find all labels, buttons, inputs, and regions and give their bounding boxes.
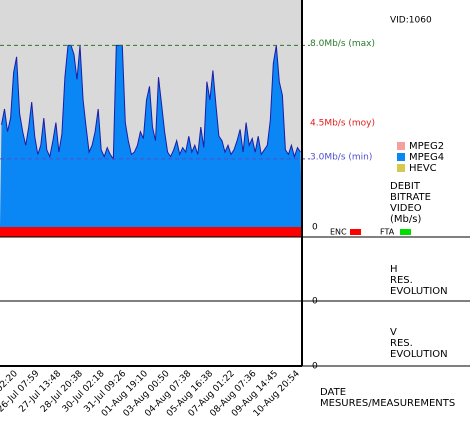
flag-label: ENC [330,228,347,237]
panel-title: V RES. EVOLUTION [390,327,448,360]
axis-title-part: (Mb/s) [390,214,421,225]
legend-label: MPEG4 [409,152,444,163]
y-tick-label: 0 [312,297,318,307]
panel-title-line: V [390,327,397,338]
axis-title-part: BITRATE [390,192,431,203]
legend-swatch [397,164,405,172]
flag-swatch [400,229,411,235]
axis-title-part: DEBIT [390,181,421,192]
area-fill [0,45,302,228]
legend-label: MPEG2 [409,141,444,152]
reference-label: 8.0Mb/s (max) [310,39,375,49]
panel-title: H RES. EVOLUTION [390,264,448,297]
flag-swatch [350,229,361,235]
enc-band [0,227,302,237]
panel-title-line: H [390,264,398,275]
legend-swatch [397,153,405,161]
id-label: VID:1060 [390,16,432,26]
y-tick-label: 0 [312,362,318,372]
reference-label: 3.0Mb/s (min) [310,152,372,162]
panel-title-line: EVOLUTION [390,349,448,360]
legend-label: HEVC [409,163,437,174]
legend-swatch [397,142,405,150]
flag-label: FTA [380,228,395,237]
y-tick-label: 0 [312,223,318,233]
panel-title-line: EVOLUTION [390,286,448,297]
axis-title-part: VIDEO [390,203,422,214]
panel-title-line: RES. [390,338,413,349]
x-axis-title: DATE MESURES/MEASUREMENTS [320,387,455,409]
reference-label: 4.5Mb/s (moy) [310,118,375,128]
panel-title-line: RES. [390,275,413,286]
x-axis-title-line: DATE [320,387,346,398]
line [1,44,301,161]
x-axis-title-line: MESURES/MEASUREMENTS [320,398,455,409]
